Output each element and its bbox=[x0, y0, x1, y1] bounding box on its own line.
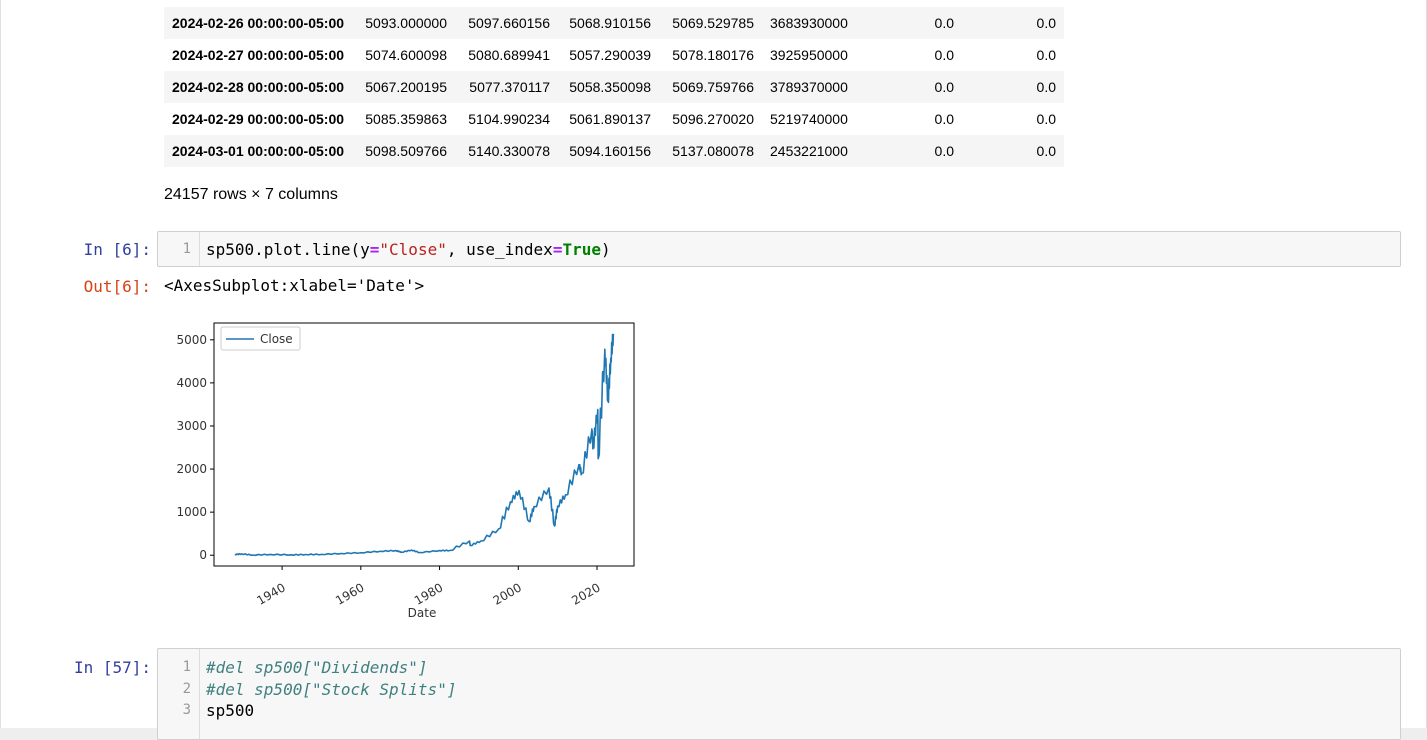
table-cell: 5085.359863 bbox=[365, 111, 448, 127]
dataframe-table: 2024-02-26 00:00:00-05:00 5093.000000 5097… bbox=[164, 7, 1065, 167]
output-prompt: Out[6]: bbox=[83, 277, 151, 296]
table-cell: 5093.000000 bbox=[352, 7, 456, 39]
table-cell: 5094.160156 bbox=[558, 135, 660, 167]
table-cell: 5077.370117 bbox=[455, 71, 559, 103]
x-tick-label: 1980 bbox=[412, 580, 445, 607]
code-text[interactable]: sp500 bbox=[206, 701, 255, 720]
y-tick-label: 1000 bbox=[176, 505, 207, 519]
table-cell: 0.0 bbox=[1036, 111, 1057, 127]
plot-area bbox=[213, 322, 635, 567]
y-axis: 0 1000 2000 3000 4000 5000 bbox=[176, 333, 214, 562]
code-text[interactable]: #del sp500["Stock Splits"] bbox=[206, 679, 457, 699]
table-cell: 5096.270020 bbox=[672, 111, 755, 127]
code-line[interactable]: 2 #del sp500["Stock Splits"] bbox=[158, 679, 1400, 700]
table-cell: 0.0 bbox=[1036, 47, 1057, 63]
line-number: 1 bbox=[182, 659, 191, 675]
table-cell: 0.0 bbox=[861, 7, 963, 39]
table-cell: 5061.890137 bbox=[569, 111, 652, 127]
y-tick-label: 2000 bbox=[176, 462, 207, 476]
table-cell: 2453221000 bbox=[762, 135, 862, 167]
table-row: 2024-02-27 00:00:00-05:00 5074.600098 5080… bbox=[164, 39, 1064, 71]
line-gutter bbox=[199, 649, 200, 739]
series-line-close bbox=[234, 333, 615, 557]
table-cell: 0.0 bbox=[861, 135, 963, 167]
dataframe-shape: 24157 rows × 7 columns bbox=[164, 186, 338, 203]
row-index: 2024-03-01 00:00:00-05:00 bbox=[164, 135, 353, 167]
table-cell: 3789370000 bbox=[762, 71, 862, 103]
table-cell: 5069.529785 bbox=[659, 7, 763, 39]
y-tick-label: 4000 bbox=[176, 376, 207, 390]
line-number: 3 bbox=[182, 702, 191, 718]
code-line[interactable]: 1 #del sp500["Dividends"] bbox=[158, 657, 1400, 678]
code-cell-del[interactable]: 1 #del sp500["Dividends"] 2 #del sp500["Sto… bbox=[157, 648, 1401, 740]
x-tick-label: 1940 bbox=[254, 580, 287, 607]
table-cell: 0.0 bbox=[962, 7, 1065, 39]
row-index: 2024-02-29 00:00:00-05:00 bbox=[172, 111, 345, 127]
y-tick-label: 3000 bbox=[176, 419, 207, 433]
code-line[interactable]: 1 sp500.plot.line(y="Close", use_index=T… bbox=[158, 239, 1400, 260]
line-gutter bbox=[199, 232, 200, 266]
table-cell: 0.0 bbox=[962, 135, 1065, 167]
table-cell: 0.0 bbox=[934, 47, 955, 63]
table-cell: 5080.689941 bbox=[468, 47, 551, 63]
row-index: 2024-02-27 00:00:00-05:00 bbox=[172, 47, 345, 63]
x-tick-label: 2020 bbox=[569, 580, 602, 607]
row-index: 2024-02-28 00:00:00-05:00 bbox=[164, 71, 353, 103]
code-line[interactable]: 3 sp500 bbox=[158, 700, 1400, 721]
table-cell: 5068.910156 bbox=[558, 7, 660, 39]
line-chart: 0 1000 2000 3000 4000 5000 1940 1960 1980 2000 20… bbox=[176, 322, 635, 620]
x-tick-label: 1960 bbox=[333, 580, 366, 607]
y-tick-label: 0 bbox=[199, 548, 207, 562]
table-cell: 3683930000 bbox=[762, 7, 862, 39]
table-cell: 0.0 bbox=[962, 71, 1065, 103]
output-text: <AxesSubplot:xlabel='Date'> bbox=[164, 276, 425, 295]
table-cell: 5098.509766 bbox=[352, 135, 456, 167]
input-prompt: In [6]: bbox=[83, 240, 151, 259]
input-prompt: In [57]: bbox=[73, 658, 151, 677]
table-cell: 5067.200195 bbox=[352, 71, 456, 103]
table-cell: 5219740000 bbox=[770, 111, 848, 127]
x-axis: 1940 1960 1980 2000 2020 bbox=[254, 566, 603, 608]
y-tick-label: 5000 bbox=[176, 333, 207, 347]
table-cell: 0.0 bbox=[934, 111, 955, 127]
table-cell: 5104.990234 bbox=[468, 111, 551, 127]
table-cell: 5058.350098 bbox=[558, 71, 660, 103]
table-cell: 3925950000 bbox=[770, 47, 848, 63]
code-cell-plot[interactable]: 1 sp500.plot.line(y="Close", use_index=T… bbox=[157, 231, 1401, 267]
x-axis-label: Date bbox=[408, 606, 437, 620]
row-index: 2024-02-26 00:00:00-05:00 bbox=[164, 7, 353, 39]
table-row: 2024-03-01 00:00:00-05:00 5098.509766 5140… bbox=[164, 135, 1065, 167]
table-cell: 5057.290039 bbox=[569, 47, 652, 63]
table-cell: 5069.759766 bbox=[659, 71, 763, 103]
table-row: 2024-02-29 00:00:00-05:00 5085.359863 5104… bbox=[164, 103, 1064, 135]
table-row: 2024-02-26 00:00:00-05:00 5093.000000 5097… bbox=[164, 7, 1065, 39]
x-tick-label: 2000 bbox=[491, 580, 524, 607]
line-number: 1 bbox=[182, 241, 191, 257]
table-cell: 5137.080078 bbox=[659, 135, 763, 167]
line-number: 2 bbox=[182, 680, 191, 697]
table-row: 2024-02-28 00:00:00-05:00 5067.200195 5077… bbox=[164, 71, 1065, 103]
legend: Close bbox=[220, 326, 301, 351]
code-text[interactable]: sp500.plot.line(y="Close", use_index=Tru… bbox=[206, 240, 611, 259]
legend-box bbox=[220, 326, 301, 351]
table-cell: 5078.180176 bbox=[672, 47, 755, 63]
table-cell: 5140.330078 bbox=[455, 135, 559, 167]
table-cell: 5097.660156 bbox=[455, 7, 559, 39]
table-cell: 0.0 bbox=[861, 71, 963, 103]
legend-label-close: Close bbox=[260, 332, 293, 346]
code-text[interactable]: #del sp500["Dividends"] bbox=[206, 658, 428, 677]
table-cell: 5074.600098 bbox=[365, 47, 448, 63]
